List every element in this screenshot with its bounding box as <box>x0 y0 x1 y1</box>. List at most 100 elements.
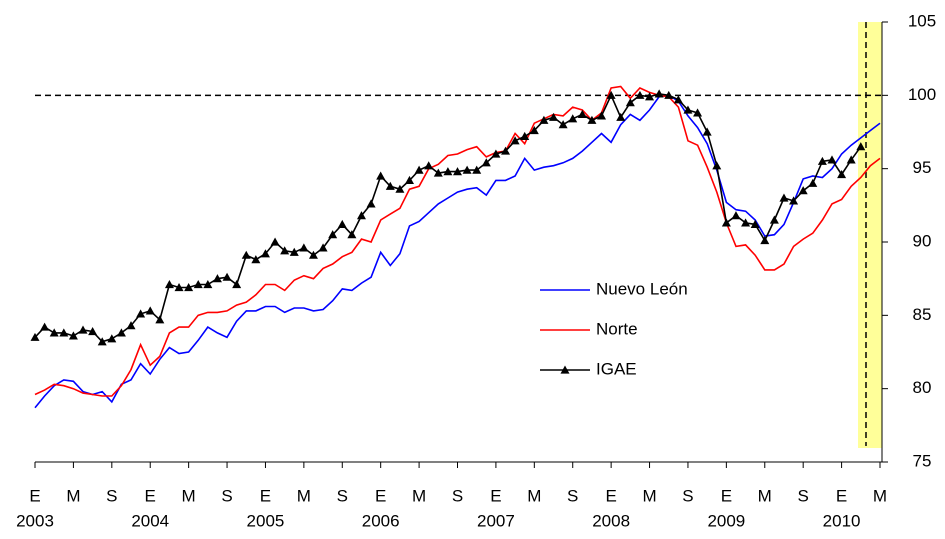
year-label: 2008 <box>592 511 630 530</box>
point-marker <box>673 95 683 104</box>
x-tick-label: S <box>106 486 117 505</box>
point-marker <box>30 332 40 341</box>
point-marker <box>164 280 174 289</box>
point-marker <box>462 165 472 174</box>
x-tick-label: M <box>412 486 426 505</box>
x-tick-label: E <box>145 486 156 505</box>
x-tick-label: E <box>721 486 732 505</box>
point-marker <box>376 171 386 180</box>
point-marker <box>606 90 616 99</box>
x-tick-label: S <box>682 486 693 505</box>
point-marker <box>510 136 520 145</box>
point-marker <box>414 165 424 174</box>
point-marker <box>597 111 607 120</box>
point-marker <box>741 218 751 227</box>
point-marker <box>539 115 549 124</box>
point-marker <box>193 280 203 289</box>
point-marker <box>846 155 856 164</box>
x-tick-label: S <box>567 486 578 505</box>
point-marker <box>491 149 501 158</box>
point-marker <box>49 328 59 337</box>
point-marker <box>184 282 194 292</box>
point-marker <box>731 211 741 220</box>
point-marker <box>635 90 645 99</box>
point-marker <box>443 167 453 176</box>
x-tick-label: E <box>375 486 386 505</box>
point-marker <box>625 98 635 107</box>
point-marker <box>712 161 722 170</box>
point-marker <box>664 90 674 99</box>
legend-label: IGAE <box>596 359 637 378</box>
y-tick-label: 90 <box>913 231 932 250</box>
point-marker <box>837 170 847 179</box>
point-marker <box>481 158 491 167</box>
point-marker <box>174 282 184 292</box>
point-marker <box>145 306 155 315</box>
point-marker <box>817 156 827 165</box>
point-marker <box>395 184 405 193</box>
x-tick-label: M <box>182 486 196 505</box>
legend-label: Nuevo León <box>596 279 688 298</box>
point-marker <box>568 114 578 123</box>
point-marker <box>529 126 539 135</box>
point-marker <box>270 237 280 246</box>
x-tick-label: E <box>490 486 501 505</box>
point-marker <box>808 178 818 187</box>
point-marker <box>616 112 626 121</box>
point-marker <box>299 243 309 252</box>
point-marker <box>280 246 290 255</box>
year-label: 2004 <box>131 511 169 530</box>
point-marker <box>59 328 69 337</box>
point-marker <box>318 243 328 252</box>
point-marker <box>721 218 731 227</box>
point-marker <box>328 230 338 239</box>
x-tick-label: S <box>337 486 348 505</box>
point-marker <box>472 165 482 174</box>
point-marker <box>424 161 434 170</box>
x-tick-label: M <box>758 486 772 505</box>
point-marker <box>827 155 837 164</box>
point-marker <box>203 280 213 289</box>
point-marker <box>136 309 146 318</box>
point-marker <box>577 109 587 118</box>
point-marker <box>337 219 347 228</box>
x-tick-label: E <box>29 486 40 505</box>
x-tick-label: M <box>66 486 80 505</box>
x-tick-label: M <box>527 486 541 505</box>
highlight-band <box>858 22 882 448</box>
point-marker <box>78 325 88 334</box>
point-marker <box>587 115 597 124</box>
series-line <box>34 94 881 409</box>
y-tick-label: 95 <box>913 158 932 177</box>
point-marker <box>241 250 251 259</box>
point-marker <box>289 247 299 256</box>
point-marker <box>693 108 703 117</box>
y-tick-label: 105 <box>908 11 936 30</box>
x-tick-label: M <box>873 486 887 505</box>
point-marker <box>40 322 50 331</box>
point-marker <box>126 321 136 330</box>
point-marker <box>356 211 366 220</box>
x-tick-label: E <box>260 486 271 505</box>
point-marker <box>654 89 664 98</box>
year-label: 2006 <box>362 511 400 530</box>
y-tick-label: 100 <box>908 85 936 104</box>
point-marker <box>212 274 222 283</box>
point-marker <box>760 236 770 245</box>
point-marker <box>222 272 232 281</box>
x-tick-label: E <box>836 486 847 505</box>
x-tick-label: S <box>452 486 463 505</box>
x-tick-label: M <box>297 486 311 505</box>
y-tick-label: 80 <box>913 378 932 397</box>
point-marker <box>779 193 789 202</box>
point-marker <box>769 215 779 224</box>
legend-label: Norte <box>596 319 638 338</box>
point-marker <box>116 328 126 337</box>
point-marker <box>232 280 242 289</box>
legend-marker <box>560 365 570 374</box>
x-tick-label: S <box>221 486 232 505</box>
point-marker <box>520 131 530 140</box>
point-marker <box>97 337 107 346</box>
year-label: 2010 <box>823 511 861 530</box>
x-tick-label: M <box>642 486 656 505</box>
